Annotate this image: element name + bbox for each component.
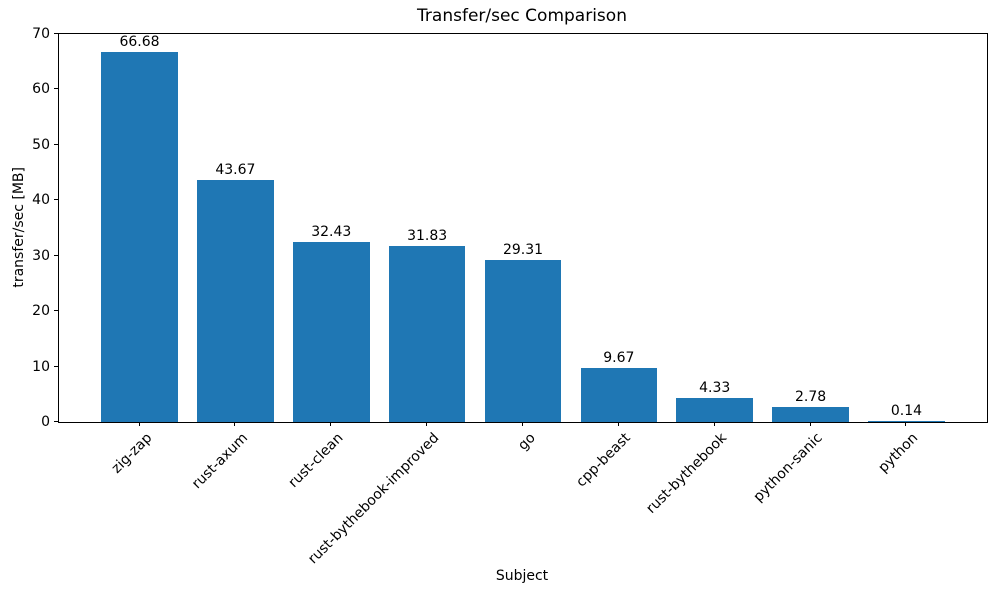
y-tick-mark [54, 310, 58, 312]
x-tick-mark [905, 422, 907, 426]
y-tick-label: 20 [32, 303, 50, 320]
x-tick-mark [522, 422, 523, 426]
bar-python-sanic [772, 407, 849, 422]
bar-value-label: 2.78 [795, 389, 827, 405]
y-tick-label: 30 [32, 247, 50, 264]
x-tick-label: zig-zap [108, 430, 155, 477]
bar-value-label: 43.67 [215, 162, 256, 178]
y-tick-mark [54, 421, 58, 422]
x-tick-label: go [514, 430, 539, 454]
x-tick-label: rust-clean [285, 430, 347, 491]
x-tick-label: rust-axum [188, 430, 251, 493]
y-tick-label: 40 [32, 192, 50, 209]
y-tick-label: 60 [32, 81, 50, 98]
x-tick-mark [426, 422, 428, 426]
x-tick-mark [713, 422, 715, 426]
x-tick-label: cpp-beast [573, 430, 635, 491]
x-tick-label: python [875, 430, 922, 476]
y-tick-label: 0 [41, 414, 50, 430]
bar-value-label: 66.68 [119, 34, 160, 50]
x-tick-label: rust-bythebook [643, 430, 731, 517]
x-tick-mark [330, 422, 332, 426]
plot-area: 66.68 43.67 32.43 31.83 29.31 9.67 4.33 2.78 0.1… [58, 33, 988, 423]
x-tick-mark [234, 422, 236, 426]
bar-value-label: 4.33 [699, 380, 731, 396]
y-tick-mark [54, 199, 58, 201]
bar-cpp-beast [580, 368, 658, 422]
x-axis-label: Subject [495, 568, 549, 584]
bar-python [868, 421, 945, 422]
y-tick-label: 70 [32, 26, 50, 42]
x-tick-label: python-sanic [750, 430, 826, 506]
bar-zig-zap [101, 52, 178, 422]
x-tick-mark [809, 422, 811, 426]
bar-value-label: 32.43 [311, 224, 352, 240]
bar-go [484, 260, 562, 422]
y-axis-label: transfer/sec [MB] [11, 166, 27, 288]
y-tick-label: 10 [32, 358, 50, 375]
y-tick-mark [54, 143, 58, 145]
y-tick-mark [54, 88, 58, 90]
bar-value-label: 0.14 [890, 403, 923, 419]
chart-title: Transfer/sec Comparison [417, 6, 627, 26]
bar-rust-axum [197, 180, 274, 422]
bar-value-label: 29.31 [502, 242, 544, 258]
bar-value-label: 9.67 [603, 350, 635, 366]
bar-rust-bythebook [676, 398, 754, 422]
y-tick-label: 50 [32, 136, 50, 153]
x-tick-mark [138, 422, 140, 426]
bar-rust-clean [292, 242, 370, 422]
y-tick-mark [54, 33, 58, 34]
bar-value-label: 31.83 [407, 228, 448, 244]
bar-rust-bythebook-improved [388, 246, 466, 422]
x-tick-mark [617, 422, 619, 426]
y-tick-mark [54, 254, 58, 256]
y-tick-mark [54, 365, 58, 367]
